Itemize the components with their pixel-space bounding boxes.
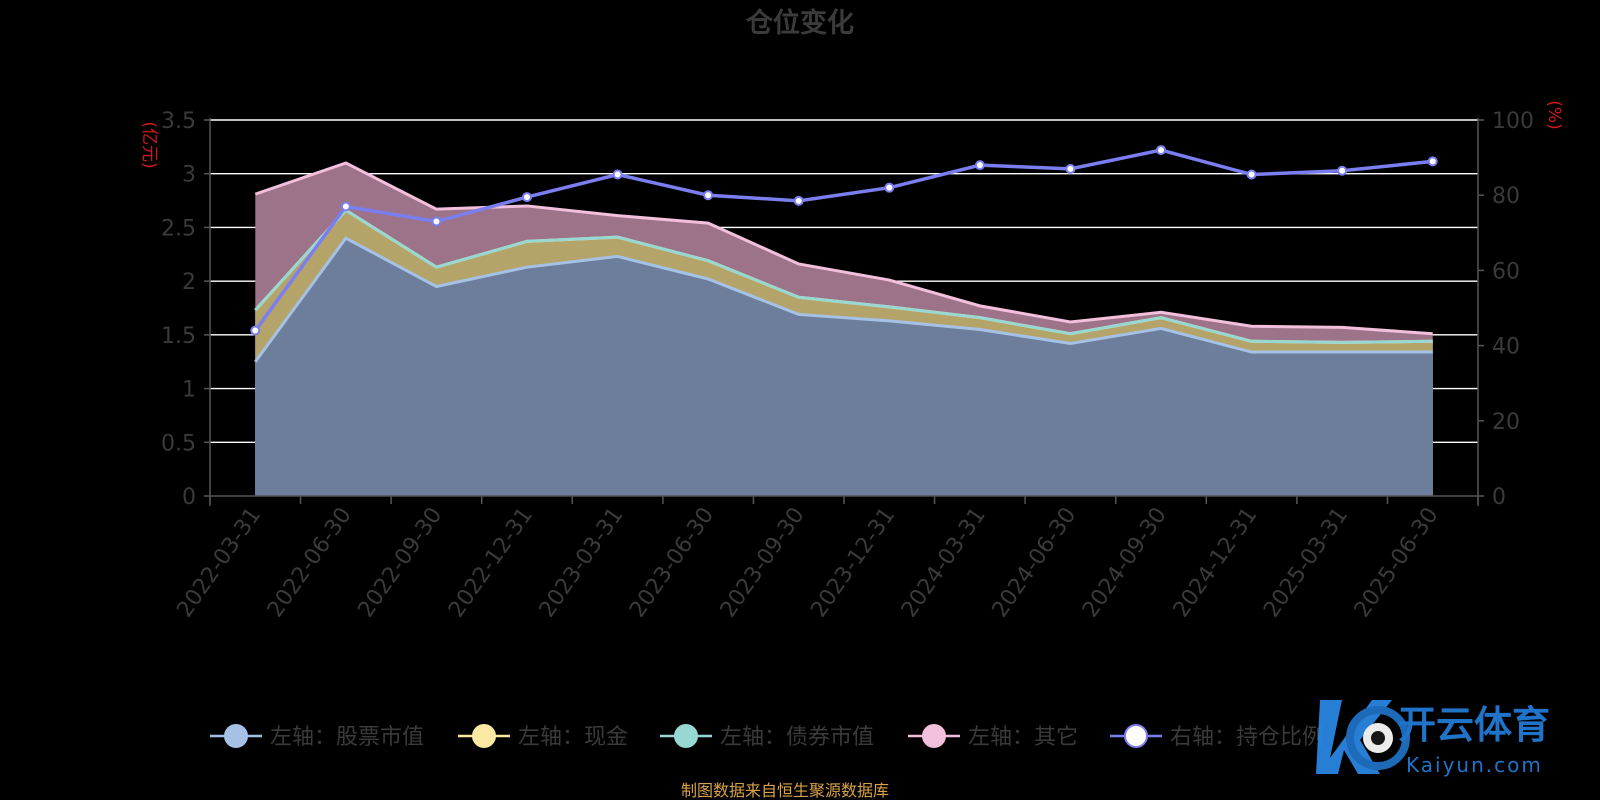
ratio-point-3 — [522, 192, 532, 203]
legend-label-2: 左轴：债券市值 — [720, 725, 874, 750]
ratio-point-13 — [1427, 156, 1438, 167]
x-tick-label-4: 2023-03-31 — [535, 503, 629, 622]
area-line-series-0 — [254, 236, 1433, 363]
right-tick-label-5: 100 — [1492, 109, 1534, 134]
ratio-point-9 — [1065, 163, 1076, 174]
stacked-areas — [255, 162, 1433, 497]
left-tick-label-7: 3.5 — [161, 109, 196, 134]
right-y-tick-labels: 0 20 40 60 80 100 — [1492, 109, 1534, 510]
x-tick-label-2: 2022-09-30 — [354, 503, 448, 622]
legend-swatch-marker-2 — [674, 724, 698, 748]
x-tick-label-3: 2022-12-31 — [444, 503, 538, 622]
legend-label-1: 左轴：现金 — [518, 725, 628, 750]
area-line-series-3 — [254, 161, 1433, 336]
area-series-0 — [255, 238, 1433, 496]
ratio-point-5 — [703, 190, 714, 201]
left-tick-label-6: 3 — [182, 163, 196, 188]
watermark-site: Kaiyun.com — [1406, 753, 1543, 777]
right-tick-label-4: 80 — [1492, 184, 1520, 209]
watermark-logo: 开云体育 Kaiyun.com — [1316, 700, 1550, 777]
x-tick-labels: 2022-03-312022-06-302022-09-302022-12-31… — [172, 503, 1443, 622]
chart-title: 仓位变化 — [745, 7, 854, 39]
legend-item-0: 左轴：股票市值 — [210, 724, 424, 750]
left-tick-label-1: 0.5 — [161, 431, 196, 456]
x-tick-label-8: 2024-03-31 — [897, 503, 991, 622]
ratio-point-4 — [612, 169, 623, 180]
axes — [204, 118, 1484, 506]
ratio-point-10 — [1156, 145, 1166, 156]
left-tick-label-2: 1 — [182, 378, 196, 403]
x-tick-label-0: 2022-03-31 — [172, 503, 266, 622]
x-tick-label-12: 2025-03-31 — [1259, 503, 1353, 622]
area-line-series-2 — [254, 208, 1433, 344]
legend-swatch-marker-4 — [1124, 724, 1148, 748]
ratio-point-2 — [431, 216, 442, 227]
legend-item-1: 左轴：现金 — [458, 724, 628, 750]
ratio-point-7 — [884, 182, 895, 193]
left-tick-label-4: 2 — [182, 270, 196, 295]
x-tick-label-1: 2022-06-30 — [263, 503, 357, 622]
legend-label-4: 右轴：持仓比例 — [1170, 725, 1324, 750]
legend-swatch-marker-0 — [224, 724, 248, 748]
right-tick-label-1: 20 — [1492, 410, 1520, 435]
ratio-line — [253, 148, 1433, 332]
legend-swatch-marker-3 — [922, 724, 946, 748]
x-tick-label-7: 2023-12-31 — [806, 503, 900, 622]
right-tick-label-2: 40 — [1492, 335, 1520, 360]
series-lines — [250, 145, 1438, 363]
ratio-point-12 — [1337, 165, 1348, 176]
legend-item-4: 右轴：持仓比例 — [1110, 724, 1324, 750]
x-tick-label-9: 2024-06-30 — [988, 503, 1082, 622]
legend-label-3: 左轴：其它 — [968, 725, 1078, 750]
left-tick-label-3: 1.5 — [161, 324, 196, 349]
right-tick-label-0: 0 — [1492, 485, 1506, 510]
data-source-note: 制图数据来自恒生聚源数据库 — [681, 781, 889, 800]
legend-item-3: 左轴：其它 — [908, 724, 1078, 750]
left-tick-label-0: 0 — [182, 485, 196, 510]
left-axis-unit: (亿元) — [139, 121, 159, 168]
legend: 左轴：股票市值 左轴：现金 左轴：债券市值 左轴：其它 右轴：持仓比例 — [210, 724, 1324, 750]
legend-swatch-marker-1 — [472, 724, 496, 748]
x-tick-label-13: 2025-06-30 — [1350, 503, 1444, 622]
x-tick-label-10: 2024-09-30 — [1078, 503, 1172, 622]
left-tick-label-5: 2.5 — [161, 216, 196, 241]
ratio-point-11 — [1246, 169, 1257, 180]
ratio-point-0 — [250, 325, 261, 336]
ratio-point-8 — [974, 160, 985, 171]
right-axis-unit: (%) — [1544, 100, 1564, 129]
legend-item-2: 左轴：债券市值 — [660, 724, 874, 750]
right-tick-label-3: 60 — [1492, 259, 1520, 284]
ratio-point-1 — [340, 201, 351, 212]
x-tick-label-11: 2024-12-31 — [1169, 503, 1263, 622]
ratio-point-6 — [793, 195, 804, 206]
legend-label-0: 左轴：股票市值 — [270, 725, 424, 750]
x-tick-label-6: 2023-09-30 — [716, 503, 810, 622]
x-tick-label-5: 2023-06-30 — [625, 503, 719, 622]
watermark-brand: 开云体育 — [1398, 703, 1550, 747]
left-y-tick-labels: 0 0.5 1 1.5 2 2.5 3 3.5 — [161, 109, 196, 510]
